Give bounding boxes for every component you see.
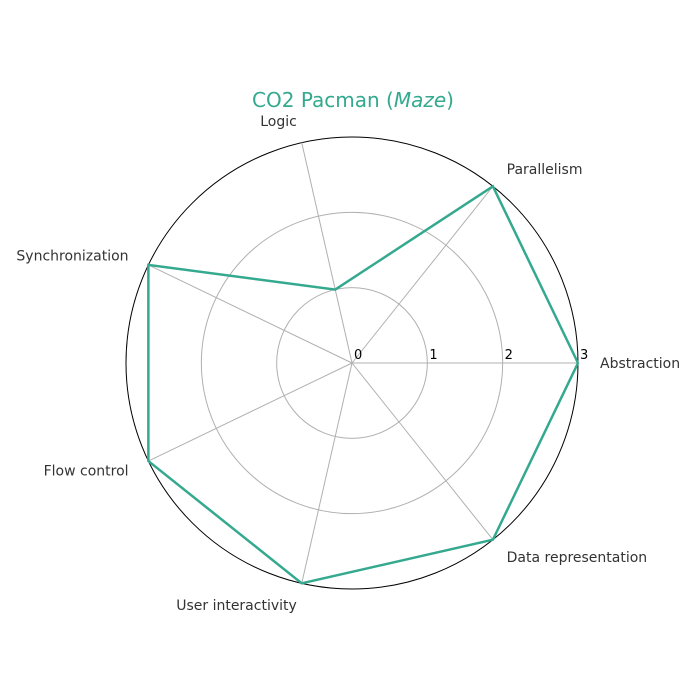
- axis-label-0: Abstraction: [600, 356, 680, 372]
- axis-label-5: User interactivity: [176, 598, 297, 614]
- r-tick-label-2: 2: [505, 348, 513, 363]
- spoke-1: [351, 185, 494, 364]
- chart-title-italic: Maze: [394, 88, 446, 112]
- r-tick-label-1: 1: [429, 348, 437, 363]
- axis-spokes: [148, 142, 578, 584]
- spoke-6: [351, 362, 494, 541]
- series-line-0: [147, 184, 580, 585]
- spoke-3: [148, 264, 353, 364]
- r-tick-label-3: 3: [580, 348, 588, 363]
- spoke-2: [301, 142, 353, 364]
- axis-label-6: Data representation: [507, 550, 648, 566]
- spoke-5: [301, 362, 353, 584]
- axis-label-1: Parallelism: [507, 162, 583, 178]
- chart-title-main: CO2 Pacman (: [252, 88, 394, 112]
- axis-label-3: Synchronization: [16, 248, 128, 264]
- axis-labels: Abstraction Parallelism Logic Synchronizati…: [16, 114, 680, 614]
- axis-label-2: Logic: [260, 114, 297, 130]
- chart-title: CO2 Pacman (Maze): [252, 88, 454, 112]
- r-tick-label-0: 0: [354, 348, 362, 363]
- radial-tick-labels: 0 1 2 3: [354, 348, 588, 363]
- series-layer: [147, 184, 580, 585]
- chart-title-end: ): [446, 88, 454, 112]
- spoke-4: [148, 362, 353, 462]
- axis-label-4: Flow control: [44, 464, 129, 480]
